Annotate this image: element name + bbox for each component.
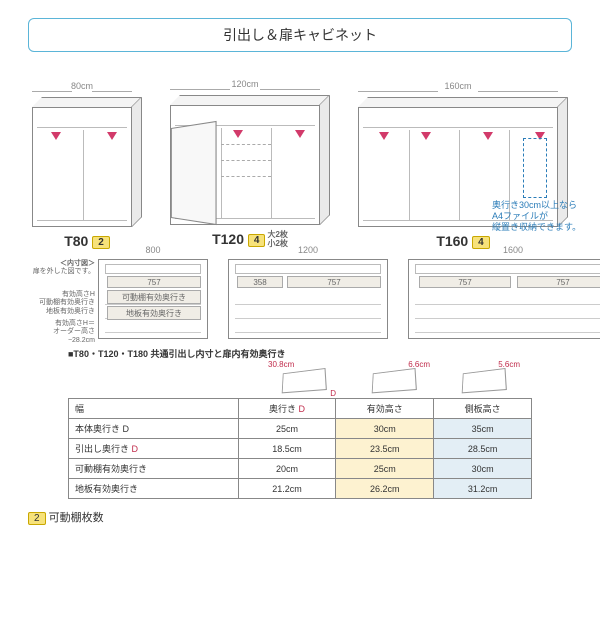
spec-title: ■T80・T120・T180 共通引出し内寸と扉内有効奥行き [68, 347, 532, 360]
door-arrow-icon [233, 130, 243, 138]
spec-cell: 20cm [238, 459, 336, 479]
door-arrow-icon [295, 130, 305, 138]
inner-box: 358 757 [228, 259, 388, 339]
dim-d-label: D [330, 389, 336, 398]
section-title: 引出し＆扉キャビネット [28, 18, 572, 52]
spec-cell: 30cm [434, 459, 532, 479]
dim-h1: 6.6cm [408, 360, 430, 369]
door-arrow-icon [483, 132, 493, 140]
drawer-icon-1: 30.8cm D [272, 362, 340, 396]
inner-cell: 可動棚有効奥行き [107, 290, 201, 304]
inner-cell: 358 [237, 276, 283, 288]
spec-row-label: 可動棚有効奥行き [69, 459, 239, 479]
spec-cell: 30cm [336, 419, 434, 439]
inner-cell: 地板有効奥行き [107, 306, 201, 320]
inner-cell: 757 [419, 276, 511, 288]
spec-cell: 35cm [434, 419, 532, 439]
spec-header-cell: 有効高さ [336, 399, 434, 419]
spec-header-cell: 幅 [69, 399, 239, 419]
legend-badge: 2 [28, 512, 46, 525]
spec-cell: 28.5cm [434, 439, 532, 459]
drawer-icon-3: 5.6cm [452, 362, 520, 396]
spec-cell: 23.5cm [336, 439, 434, 459]
spec-cell: 18.5cm [238, 439, 336, 459]
spec-cell: 31.2cm [434, 479, 532, 499]
inner-dim-top: 800 [98, 245, 208, 255]
dim-width: 160cm [358, 81, 558, 91]
inner-side-notes: ＜内寸図＞扉を外した図です。有効高さH可動棚有効奥行き地板有効奥行き有効高さH＝… [21, 260, 99, 345]
door-arrow-icon [51, 132, 61, 140]
inner-dim-top: 1200 [228, 245, 388, 255]
spec-cell: 25cm [238, 419, 336, 439]
dim-depth-label: 30.8cm [268, 360, 294, 369]
spec-cell: 26.2cm [336, 479, 434, 499]
door-arrow-icon [421, 132, 431, 140]
inner-row: 800757可動棚有効奥行き地板有効奥行き＜内寸図＞扉を外した図です。有効高さH… [18, 259, 582, 339]
dim-h2: 5.6cm [498, 360, 520, 369]
drawer-icon-2: 6.6cm [362, 362, 430, 396]
inner-dim-top: 1600 [408, 245, 600, 255]
legend-label: 可動棚枚数 [49, 512, 104, 524]
dim-width: 120cm [170, 79, 320, 89]
inner-cell: 757 [107, 276, 201, 288]
dim-width: 80cm [32, 81, 132, 91]
open-door [171, 121, 217, 225]
spec-row-label: 引出し奥行き D [69, 439, 239, 459]
footer-legend: 2 可動棚枚数 [28, 509, 572, 525]
spec-header-cell: 奥行き D [238, 399, 336, 419]
spec-cell: 25cm [336, 459, 434, 479]
spec-header-cell: 側板高さ [434, 399, 532, 419]
door-arrow-icon [379, 132, 389, 140]
inner-cell: 757 [287, 276, 381, 288]
inner-box: 757 757 [408, 259, 600, 339]
spec-row-label: 地板有効奥行き [69, 479, 239, 499]
spec-row-label: 本体奥行き D [69, 419, 239, 439]
inner-box: 757可動棚有効奥行き地板有効奥行き＜内寸図＞扉を外した図です。有効高さH可動棚… [98, 259, 208, 339]
door-arrow-icon [107, 132, 117, 140]
spec-section: ■T80・T120・T180 共通引出し内寸と扉内有効奥行き 30.8cm D … [68, 347, 532, 499]
a4-callout: 奥行き30cm以上なら A4ファイルが 縦置き収納できます。 [492, 200, 584, 232]
spec-table: 幅奥行き D有効高さ側板高さ本体奥行き D25cm30cm35cm引出し奥行き … [68, 398, 532, 499]
spec-cell: 21.2cm [238, 479, 336, 499]
a4-outline [523, 138, 547, 198]
inner-cell: 757 [517, 276, 600, 288]
drawer-icons-row: 30.8cm D 6.6cm 5.6cm [68, 362, 520, 396]
